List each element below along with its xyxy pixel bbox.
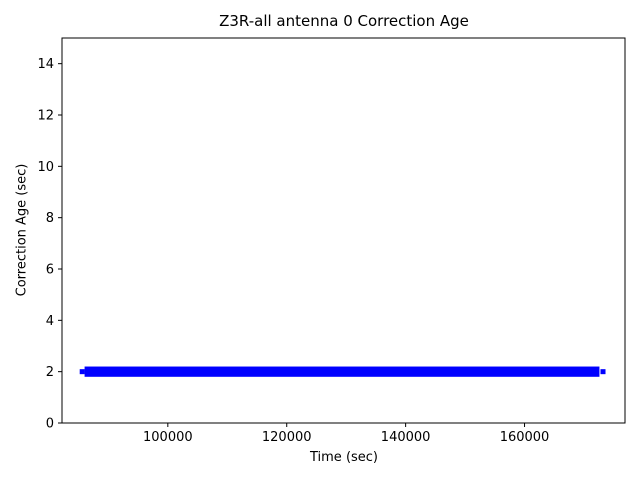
x-axis-label: Time (sec)	[309, 450, 379, 465]
y-tick-label: 0	[46, 417, 54, 432]
x-tick-label: 160000	[500, 430, 550, 445]
y-tick-label: 8	[46, 211, 54, 226]
y-tick-label: 6	[46, 263, 54, 278]
y-tick-label: 2	[46, 365, 54, 380]
y-tick-label: 4	[46, 314, 54, 329]
x-tick-label: 140000	[381, 430, 431, 445]
chart-title: Z3R-all antenna 0 Correction Age	[219, 12, 469, 30]
y-tick-label: 10	[37, 160, 54, 175]
axes-frame	[61, 37, 626, 424]
y-tick-label: 12	[37, 109, 54, 124]
x-tick-label: 120000	[262, 430, 312, 445]
data-point-marker	[79, 369, 85, 375]
data-series-band	[84, 366, 600, 377]
x-tick-label: 100000	[143, 430, 193, 445]
y-axis-label: Correction Age (sec)	[14, 163, 30, 297]
data-point-marker	[600, 369, 606, 375]
y-tick-label: 14	[37, 57, 54, 72]
